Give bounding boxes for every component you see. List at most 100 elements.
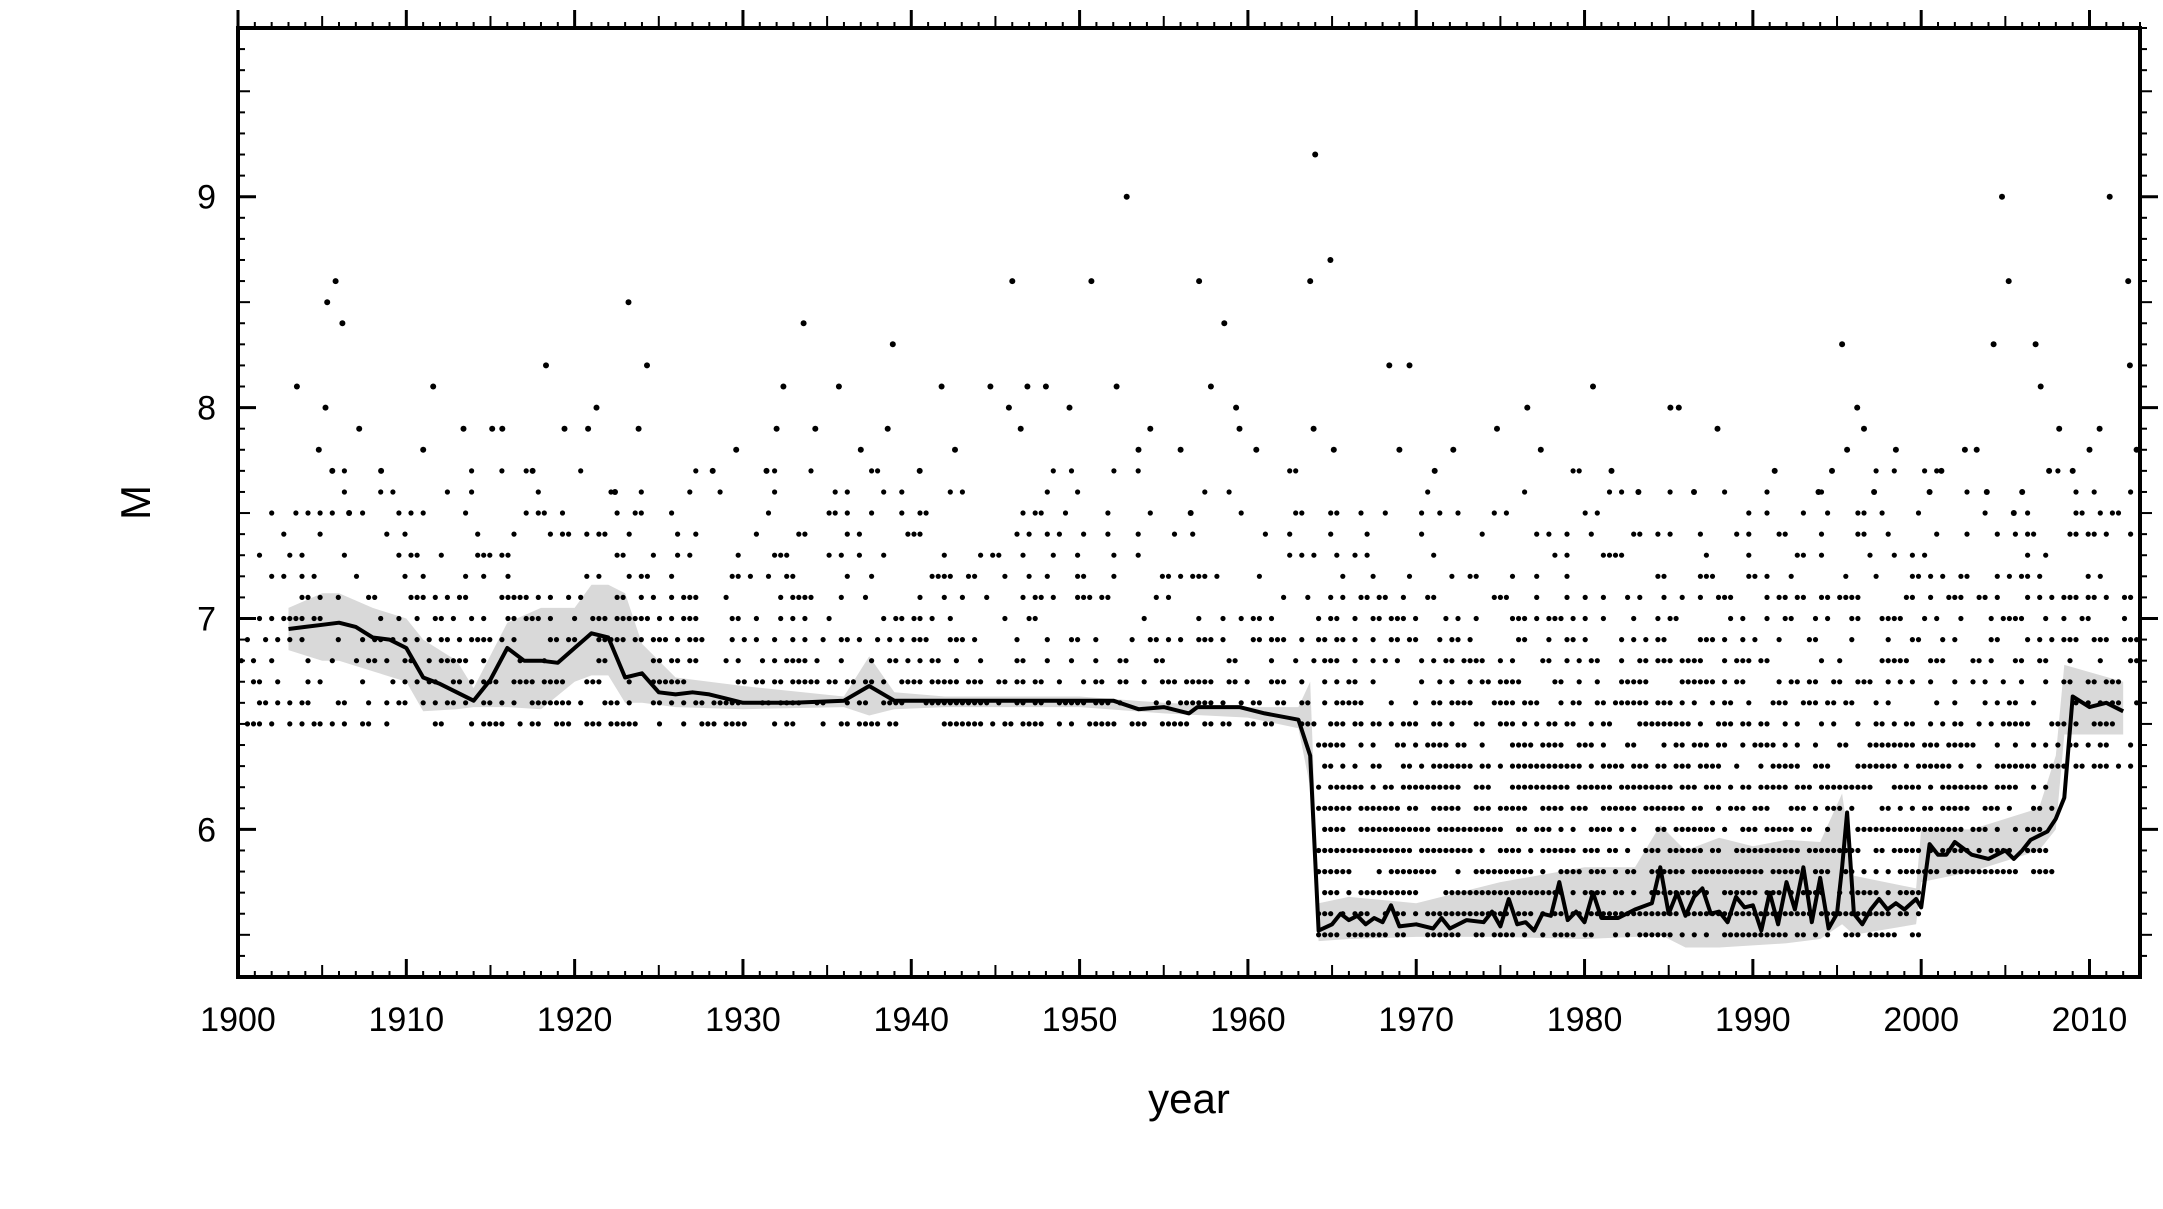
data-point <box>1812 805 1819 811</box>
data-point <box>1327 257 1334 263</box>
data-point <box>523 468 529 474</box>
data-point <box>800 320 807 327</box>
data-point <box>561 425 568 432</box>
data-point <box>1394 932 1400 938</box>
x-tick-label: 2000 <box>1883 1001 1959 1039</box>
data-point <box>1940 721 1946 727</box>
data-point <box>1026 721 1032 727</box>
data-point <box>1473 615 1479 622</box>
data-point <box>832 510 838 516</box>
data-point <box>1075 637 1081 643</box>
data-point <box>1794 594 1800 601</box>
data-point <box>1153 594 1159 601</box>
data-point <box>432 700 438 706</box>
data-point <box>1322 890 1328 896</box>
data-point <box>1141 721 1147 727</box>
data-point <box>2067 658 2073 664</box>
data-point <box>1075 552 1081 558</box>
data-point <box>430 383 437 390</box>
data-point <box>1413 826 1419 833</box>
data-point <box>1406 890 1413 896</box>
data-point <box>1667 531 1673 537</box>
data-point <box>1576 763 1582 769</box>
data-point <box>1952 847 1958 854</box>
data-point <box>1928 742 1934 748</box>
data-point <box>1546 763 1552 769</box>
data-point <box>1220 637 1226 643</box>
data-point <box>1897 615 1903 622</box>
data-point <box>687 658 693 664</box>
data-point <box>353 658 360 664</box>
data-point <box>1994 784 2000 790</box>
data-point <box>1915 826 1922 833</box>
data-point <box>1655 573 1661 579</box>
data-point <box>1885 890 1891 896</box>
data-point <box>547 615 554 622</box>
data-point <box>1994 869 2000 875</box>
data-point <box>1619 658 1625 664</box>
data-point <box>1728 784 1734 790</box>
data-point <box>1540 847 1546 854</box>
data-point <box>529 679 535 685</box>
data-point <box>1394 869 1400 875</box>
data-point <box>1400 742 1406 748</box>
data-point <box>2073 594 2079 601</box>
data-point <box>1287 468 1293 474</box>
data-point <box>1873 869 1879 875</box>
data-point <box>1849 700 1855 706</box>
data-point <box>1558 742 1564 748</box>
data-point <box>1909 721 1915 727</box>
data-point <box>1413 911 1419 917</box>
data-point <box>1364 890 1370 896</box>
data-point <box>1497 594 1503 601</box>
data-point <box>1885 658 1891 664</box>
data-point <box>1582 742 1588 748</box>
data-point <box>1649 869 1655 875</box>
data-point <box>1497 679 1503 685</box>
data-point <box>1655 932 1661 938</box>
data-point <box>1473 784 1479 790</box>
data-point <box>1328 742 1334 748</box>
data-point <box>2103 637 2109 643</box>
data-point <box>263 637 269 643</box>
data-point <box>1655 826 1661 833</box>
data-point <box>1425 847 1431 854</box>
data-point <box>1449 721 1455 727</box>
data-point <box>972 679 978 685</box>
data-point <box>1861 826 1867 833</box>
data-point <box>602 615 608 622</box>
data-point <box>675 679 681 685</box>
data-point <box>366 658 372 664</box>
data-point <box>1522 721 1528 727</box>
data-point <box>1667 404 1674 411</box>
data-point <box>1516 679 1522 685</box>
data-point <box>620 721 626 727</box>
data-point <box>1503 805 1509 811</box>
data-point <box>1178 573 1184 579</box>
data-point <box>384 700 390 706</box>
data-point <box>1855 615 1861 622</box>
data-point <box>2037 594 2043 601</box>
data-point <box>1570 805 1576 811</box>
data-point <box>1299 552 1305 558</box>
data-point <box>1413 869 1419 875</box>
data-point <box>1364 805 1370 811</box>
data-point <box>1449 911 1455 917</box>
data-point <box>1952 700 1958 706</box>
data-point <box>1491 594 1497 601</box>
data-point <box>1479 658 1485 664</box>
data-point <box>1964 805 1970 811</box>
data-point <box>1994 573 2000 579</box>
data-point <box>2073 742 2079 748</box>
data-point <box>1537 446 1544 453</box>
data-point <box>1776 679 1782 685</box>
data-point <box>450 679 456 685</box>
data-point <box>753 637 760 643</box>
data-point <box>402 658 408 664</box>
data-point <box>481 615 487 622</box>
data-point <box>438 615 444 622</box>
data-point <box>784 552 790 558</box>
data-point <box>1202 679 1208 685</box>
data-point <box>693 615 699 622</box>
data-point <box>1825 510 1831 516</box>
